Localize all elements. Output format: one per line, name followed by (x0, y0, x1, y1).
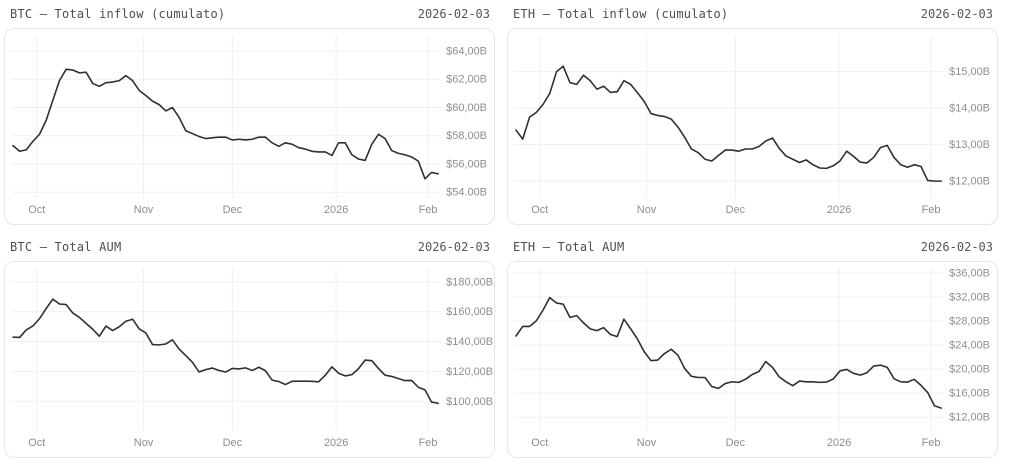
svg-text:$64,00B: $64,00B (446, 45, 487, 57)
svg-text:$180,00B: $180,00B (446, 276, 493, 288)
svg-text:$58,00B: $58,00B (446, 130, 487, 142)
panel-header: ETH — Total inflow (cumulato) 2026-02-03 (507, 7, 998, 28)
svg-text:$12,00B: $12,00B (949, 412, 990, 424)
svg-text:2026: 2026 (827, 437, 851, 449)
svg-text:Nov: Nov (637, 437, 657, 449)
svg-text:$13,00B: $13,00B (949, 139, 990, 151)
chart-title-btc-inflow: BTC — Total inflow (cumulato) (10, 7, 226, 21)
chart-title-eth-inflow: ETH — Total inflow (cumulato) (513, 7, 729, 21)
svg-text:$140,00B: $140,00B (446, 336, 493, 348)
svg-text:Oct: Oct (28, 437, 45, 449)
eth-aum-line-chart: Oct Nov Dec 2026 Feb $36,00B $32,00B $28,00B $24… (513, 267, 990, 449)
svg-text:$32,00B: $32,00B (949, 292, 990, 304)
svg-text:$100,00B: $100,00B (446, 396, 493, 408)
btc-aum-line-chart: Oct Nov Dec 2026 Feb $180,00B $160,00B $140,00B… (10, 267, 493, 449)
svg-text:Feb: Feb (419, 437, 438, 449)
svg-text:Oct: Oct (28, 204, 45, 216)
svg-text:$16,00B: $16,00B (949, 388, 990, 400)
svg-text:Dec: Dec (726, 204, 746, 216)
chart-date-eth-aum: 2026-02-03 (920, 240, 993, 254)
btc-inflow-line-chart: Oct Nov Dec 2026 Feb $64,00B $62,00B $60,00B $58… (10, 34, 487, 216)
svg-text:2026: 2026 (324, 437, 348, 449)
svg-text:$28,00B: $28,00B (949, 315, 990, 327)
svg-text:$60,00B: $60,00B (446, 102, 487, 114)
svg-text:Oct: Oct (531, 437, 548, 449)
chart-card-btc-aum: Oct Nov Dec 2026 Feb $180,00B $160,00B $140,00B… (4, 261, 495, 458)
chart-date-btc-inflow: 2026-02-03 (417, 7, 490, 21)
chart-title-eth-aum: ETH — Total AUM (513, 240, 625, 254)
svg-text:$56,00B: $56,00B (446, 158, 487, 170)
svg-text:Nov: Nov (134, 437, 154, 449)
svg-text:$120,00B: $120,00B (446, 366, 493, 378)
panel-eth-total-aum: ETH — Total AUM 2026-02-03 Oct Nov Dec 2026… (507, 240, 998, 458)
panel-btc-total-aum: BTC — Total AUM 2026-02-03 Oct Nov Dec 2026… (4, 240, 495, 458)
svg-text:2026: 2026 (324, 204, 348, 216)
panel-header: BTC — Total AUM 2026-02-03 (4, 240, 495, 261)
chart-title-btc-aum: BTC — Total AUM (10, 240, 122, 254)
svg-text:2026: 2026 (827, 204, 851, 216)
svg-text:Nov: Nov (637, 204, 657, 216)
panel-btc-total-inflow: BTC — Total inflow (cumulato) 2026-02-03… (4, 7, 495, 225)
svg-text:Dec: Dec (223, 204, 243, 216)
svg-text:$54.00B: $54.00B (446, 187, 487, 199)
eth-inflow-line-chart: Oct Nov Dec 2026 Feb $15,00B $14,00B $13,00B $12… (513, 34, 990, 216)
svg-text:Nov: Nov (134, 204, 154, 216)
svg-text:$160,00B: $160,00B (446, 306, 493, 318)
chart-card-eth-aum: Oct Nov Dec 2026 Feb $36,00B $32,00B $28,00B $24… (507, 261, 998, 458)
svg-text:Dec: Dec (223, 437, 243, 449)
svg-text:$36,00B: $36,00B (949, 267, 990, 279)
svg-text:$12,00B: $12,00B (949, 176, 990, 188)
svg-text:Oct: Oct (531, 204, 548, 216)
panel-header: BTC — Total inflow (cumulato) 2026-02-03 (4, 7, 495, 28)
chart-date-btc-aum: 2026-02-03 (417, 240, 490, 254)
svg-text:$14,00B: $14,00B (949, 103, 990, 115)
svg-text:Dec: Dec (726, 437, 746, 449)
panel-header: ETH — Total AUM 2026-02-03 (507, 240, 998, 261)
chart-card-btc-inflow: Oct Nov Dec 2026 Feb $64,00B $62,00B $60,00B $58… (4, 28, 495, 225)
panel-eth-total-inflow: ETH — Total inflow (cumulato) 2026-02-03… (507, 7, 998, 225)
svg-text:$15,00B: $15,00B (949, 66, 990, 78)
chart-date-eth-inflow: 2026-02-03 (920, 7, 993, 21)
svg-text:Feb: Feb (922, 204, 941, 216)
svg-text:$62,00B: $62,00B (446, 74, 487, 86)
svg-text:Feb: Feb (922, 437, 941, 449)
chart-card-eth-inflow: Oct Nov Dec 2026 Feb $15,00B $14,00B $13,00B $12… (507, 28, 998, 225)
svg-text:$24,00B: $24,00B (949, 340, 990, 352)
svg-text:Feb: Feb (419, 204, 438, 216)
svg-text:$20,00B: $20,00B (949, 364, 990, 376)
